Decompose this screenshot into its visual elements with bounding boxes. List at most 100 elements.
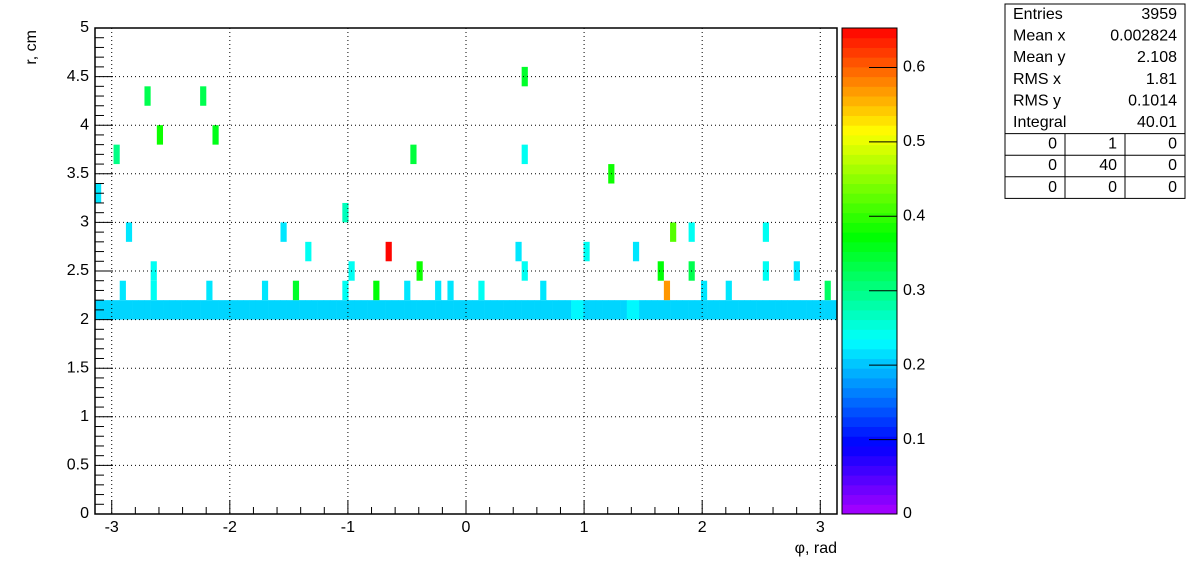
- cell: [793, 300, 801, 320]
- color-step: [842, 280, 897, 291]
- cell: [478, 280, 485, 301]
- cell: [305, 241, 312, 262]
- y-tick-label: 3: [80, 214, 89, 231]
- cell: [503, 300, 510, 320]
- cell: [428, 300, 436, 320]
- color-step: [842, 387, 897, 398]
- color-step: [842, 261, 897, 272]
- cell: [472, 300, 479, 320]
- cell: [793, 261, 800, 281]
- cell: [404, 300, 411, 320]
- cell: [261, 300, 269, 320]
- cell: [354, 300, 362, 320]
- stats-label: Mean y: [1013, 49, 1065, 66]
- color-step: [842, 202, 897, 214]
- color-step: [842, 232, 897, 243]
- cell: [367, 300, 374, 320]
- cell: [404, 280, 411, 301]
- cell: [138, 300, 145, 320]
- y-tick-label: 3.5: [67, 165, 89, 182]
- cell: [169, 300, 176, 320]
- cell: [212, 125, 219, 145]
- cell: [391, 300, 399, 320]
- color-step: [842, 86, 897, 97]
- cell: [725, 280, 732, 301]
- stats-cell: 1: [1108, 136, 1117, 153]
- y-tick-label: 0.5: [67, 457, 89, 474]
- cell: [422, 300, 430, 320]
- x-tick-label: 2: [698, 519, 707, 536]
- stats-cell: 0: [1168, 136, 1177, 153]
- y-tick-label: 2: [80, 311, 89, 328]
- cell: [521, 144, 528, 165]
- cell: [571, 300, 578, 320]
- color-step: [842, 465, 897, 476]
- cell: [466, 300, 473, 320]
- stats-cell: 0: [1108, 179, 1117, 196]
- y-tick-label: 0: [80, 505, 89, 522]
- y-tick-label: 4.5: [67, 68, 89, 85]
- cell: [620, 300, 628, 320]
- stats-cell: 0: [1048, 157, 1057, 174]
- cell: [453, 300, 461, 320]
- cell: [707, 300, 714, 320]
- x-axis-label: φ, rad: [795, 540, 837, 557]
- cell: [305, 300, 312, 320]
- cell: [670, 222, 677, 242]
- cell: [336, 300, 343, 320]
- cell: [688, 300, 696, 320]
- color-step: [842, 436, 897, 447]
- cell: [478, 300, 485, 320]
- cell: [713, 300, 720, 320]
- cell: [657, 261, 664, 281]
- frame: [94, 27, 838, 515]
- cell: [558, 300, 566, 320]
- cell: [193, 300, 201, 320]
- cell: [799, 300, 807, 320]
- cell: [410, 144, 417, 165]
- y-tick-label: 2.5: [67, 262, 89, 279]
- cell: [379, 300, 386, 320]
- cell: [218, 300, 226, 320]
- stats-value: 0.002824: [1110, 28, 1177, 45]
- cell: [639, 300, 646, 320]
- cell: [583, 300, 590, 320]
- cell: [824, 280, 831, 301]
- color-step: [842, 339, 897, 350]
- cell: [119, 300, 127, 320]
- color-step: [842, 76, 897, 87]
- cell: [243, 300, 250, 320]
- cell: [459, 300, 467, 320]
- cell: [156, 125, 164, 145]
- cell: [447, 300, 454, 320]
- cell: [595, 300, 603, 320]
- cell: [435, 280, 442, 301]
- z-tick-label: 0.4: [903, 208, 925, 225]
- cell: [299, 300, 306, 320]
- cell: [602, 300, 609, 320]
- color-step: [842, 455, 897, 466]
- color-step: [842, 173, 897, 185]
- y-tick-label: 1.5: [67, 359, 89, 376]
- cell: [830, 300, 838, 320]
- cell: [181, 300, 189, 320]
- cell: [490, 300, 498, 320]
- stats-value: 2.108: [1137, 49, 1177, 66]
- cell: [144, 300, 151, 320]
- cell: [447, 280, 454, 301]
- y-axis-label: r, cm: [23, 30, 40, 65]
- cell: [614, 300, 621, 320]
- cell: [719, 300, 726, 320]
- color-step: [842, 251, 897, 262]
- cell: [231, 300, 238, 320]
- cell: [280, 300, 287, 320]
- color-step: [842, 37, 897, 48]
- cell: [583, 241, 590, 262]
- stats-label: Entries: [1013, 6, 1063, 23]
- cell: [348, 300, 355, 320]
- y-tick-label: 5: [80, 19, 89, 36]
- color-step: [842, 290, 897, 301]
- color-step: [842, 193, 897, 204]
- cell: [738, 300, 745, 320]
